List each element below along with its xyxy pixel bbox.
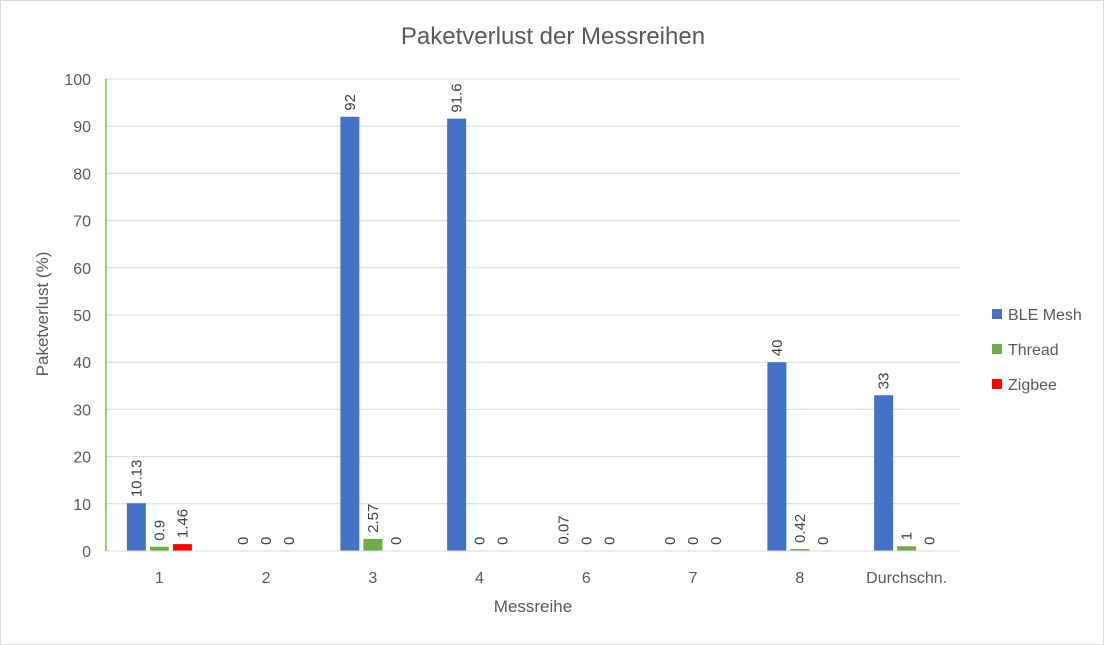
data-label: 0	[578, 537, 595, 545]
data-label: 0	[815, 537, 832, 545]
x-tick-label: 6	[582, 570, 591, 587]
bar	[874, 395, 894, 551]
bar	[363, 538, 383, 551]
data-label: 1	[899, 532, 916, 540]
gridlines	[106, 78, 960, 505]
legend-entry: BLE Mesh	[1008, 307, 1082, 324]
data-label: 2.57	[365, 504, 382, 533]
y-tick-label: 70	[73, 214, 91, 231]
data-label: 0	[922, 537, 939, 545]
x-tick-label: 7	[689, 570, 698, 587]
legend-entry: Thread	[1008, 342, 1059, 359]
bar	[767, 362, 787, 551]
y-tick-label: 10	[73, 497, 91, 514]
y-tick-label: 100	[64, 72, 91, 89]
data-label: 0	[388, 537, 405, 545]
x-tick-label: 1	[155, 570, 164, 587]
bar	[447, 118, 467, 551]
legend-swatch	[992, 379, 1002, 389]
y-tick-label: 20	[73, 450, 91, 467]
y-axis-label: Paketverlust (%)	[33, 252, 52, 377]
bar	[340, 116, 360, 551]
legend: BLE Mesh Thread Zigbee	[992, 307, 1082, 394]
data-label: 1.46	[174, 509, 191, 538]
x-axis-ticks: 1 2 3 4 6 7 8 Durchschn.	[155, 570, 947, 587]
y-tick-label: 40	[73, 355, 91, 372]
legend-swatch	[992, 309, 1002, 319]
bar	[790, 549, 810, 551]
data-label: 0	[235, 537, 252, 545]
y-tick-label: 60	[73, 261, 91, 278]
chart-title: Paketverlust der Messreihen	[401, 23, 705, 50]
bar	[172, 544, 192, 551]
y-tick-label: 90	[73, 119, 91, 136]
y-tick-label: 30	[73, 402, 91, 419]
data-label: 0.9	[151, 520, 168, 541]
x-tick-label: 3	[368, 570, 377, 587]
y-tick-label: 80	[73, 166, 91, 183]
bar	[149, 546, 169, 551]
data-label: 0	[472, 537, 489, 545]
data-label: 0	[685, 537, 702, 545]
data-label: 0	[662, 537, 679, 545]
data-label: 0	[708, 537, 725, 545]
data-label: 91.6	[449, 83, 466, 112]
x-tick-label: 4	[475, 570, 484, 587]
y-axis-ticks: 0 10 20 30 40 50 60 70 80 90 100	[64, 72, 91, 561]
data-label: 0.07	[555, 515, 572, 544]
y-tick-label: 50	[73, 308, 91, 325]
data-label: 10.13	[128, 460, 145, 498]
bar	[897, 546, 917, 551]
data-label: 92	[342, 94, 359, 111]
bars	[126, 116, 917, 551]
legend-entry: Zigbee	[1008, 377, 1057, 394]
data-label: 0	[495, 537, 512, 545]
x-tick-label: 8	[795, 570, 804, 587]
y-tick-label: 0	[82, 544, 91, 561]
data-label: 0	[281, 537, 298, 545]
legend-swatch	[992, 344, 1002, 354]
x-axis-label: Messreihe	[494, 597, 572, 616]
data-label: 0	[258, 537, 275, 545]
data-label: 0	[601, 537, 618, 545]
bar	[126, 503, 146, 551]
x-tick-label: Durchschn.	[866, 570, 947, 587]
data-label: 40	[769, 340, 786, 357]
data-label: 33	[876, 373, 893, 390]
x-tick-label: 2	[262, 570, 271, 587]
data-label: 0.42	[792, 514, 809, 543]
